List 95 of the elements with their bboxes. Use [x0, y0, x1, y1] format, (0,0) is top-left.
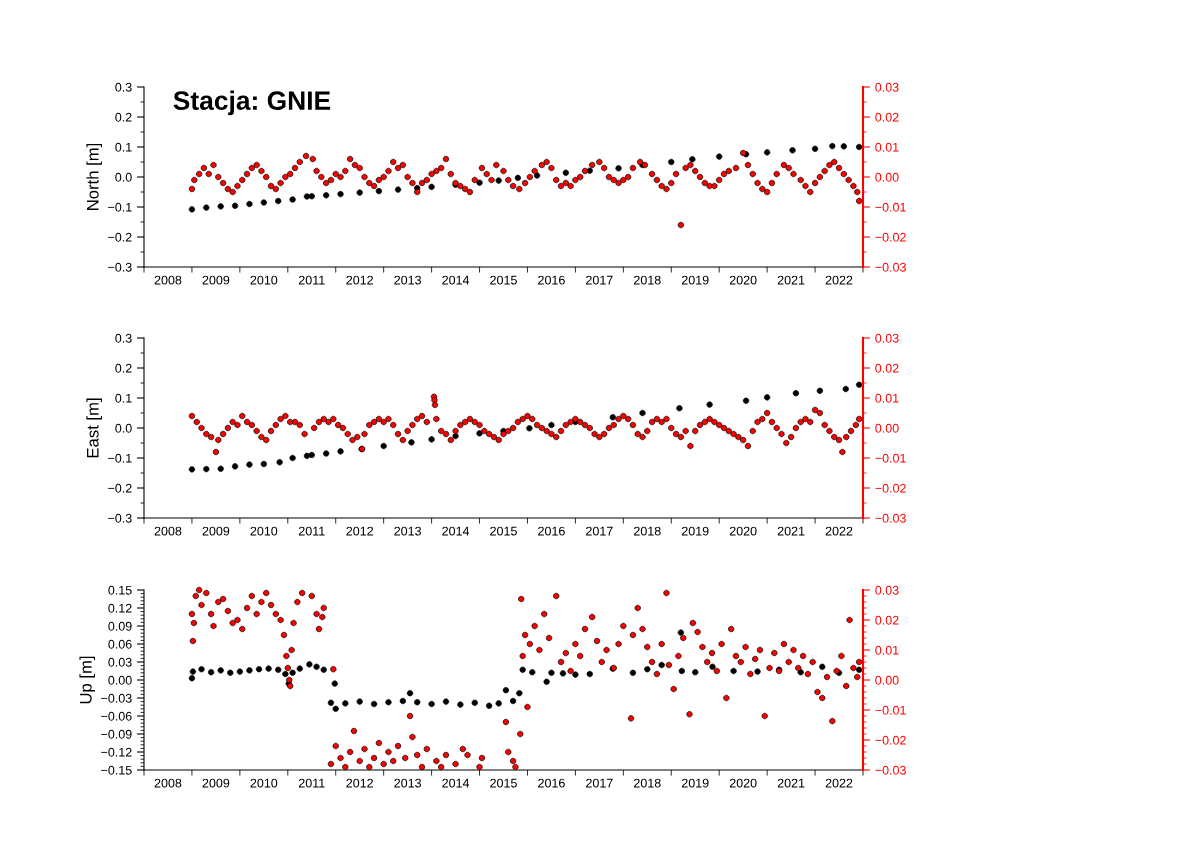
- y2-tick-label: −0.02: [875, 735, 906, 745]
- y-tick-label: 0.12: [108, 603, 132, 613]
- x-tick-label: 2013: [394, 275, 421, 285]
- y-tick-label: −0.03: [101, 693, 132, 703]
- x-tick-label: 2009: [202, 526, 230, 536]
- x-tick-label: 2014: [442, 526, 470, 536]
- y-axis-title: Up [m]: [79, 656, 96, 704]
- y-tick-label: 0.09: [108, 621, 132, 631]
- x-tick-label: 2013: [394, 778, 421, 788]
- y-tick-label: 0.3: [115, 333, 132, 343]
- y-tick-label: 0.0: [115, 172, 132, 182]
- x-tick-label: 2010: [250, 526, 278, 536]
- y-tick-label: −0.15: [101, 765, 132, 775]
- x-tick-label: 2020: [729, 778, 757, 788]
- x-tick-label: 2012: [346, 275, 373, 285]
- x-tick-label: 2021: [777, 275, 805, 285]
- y2-tick-label: 0.02: [875, 363, 899, 373]
- x-tick-label: 2011: [298, 526, 325, 536]
- x-tick-label: 2010: [250, 778, 278, 788]
- y2-tick-label: 0.00: [875, 172, 899, 182]
- x-tick-label: 2008: [154, 275, 182, 285]
- y-tick-label: −0.1: [108, 202, 132, 212]
- y-tick-label: 0.3: [115, 82, 132, 92]
- x-tick-label: 2017: [586, 526, 613, 536]
- x-tick-label: 2021: [777, 526, 805, 536]
- y-tick-label: 0.0: [115, 423, 132, 433]
- y2-tick-label: −0.01: [875, 202, 906, 212]
- y2-tick-label: −0.03: [875, 765, 906, 775]
- y2-tick-label: −0.03: [875, 262, 906, 272]
- x-tick-label: 2015: [490, 778, 517, 788]
- x-tick-label: 2014: [442, 778, 470, 788]
- y-tick-label: −0.09: [101, 729, 132, 739]
- x-tick-label: 2019: [681, 275, 709, 285]
- y2-tick-label: −0.02: [875, 483, 906, 493]
- y-tick-label: 0.00: [108, 675, 132, 685]
- x-tick-label: 2008: [154, 526, 182, 536]
- x-tick-label: 2012: [346, 778, 373, 788]
- y2-tick-label: −0.01: [875, 705, 906, 715]
- x-tick-label: 2008: [154, 778, 182, 788]
- y-axis-title: North [m]: [86, 143, 102, 210]
- y2-tick-label: 0.01: [875, 393, 899, 403]
- x-tick-label: 2022: [825, 275, 853, 285]
- y-tick-label: 0.06: [108, 639, 132, 649]
- x-tick-label: 2022: [825, 526, 853, 536]
- x-tick-label: 2016: [538, 275, 565, 285]
- y-tick-label: −0.2: [108, 232, 132, 242]
- y-tick-label: −0.12: [101, 747, 132, 757]
- y-tick-label: 0.2: [115, 363, 132, 373]
- y-axis-title: East [m]: [86, 398, 102, 458]
- y2-tick-label: 0.00: [875, 423, 899, 433]
- y2-tick-label: 0.01: [875, 645, 899, 655]
- x-tick-label: 2016: [538, 778, 565, 788]
- chart-title: Stacja: GNIE: [173, 90, 331, 116]
- x-tick-label: 2010: [250, 275, 278, 285]
- x-tick-label: 2011: [298, 275, 325, 285]
- y-tick-label: −0.3: [108, 262, 132, 272]
- x-tick-label: 2018: [634, 778, 661, 788]
- x-tick-label: 2020: [729, 526, 757, 536]
- x-tick-label: 2017: [586, 778, 613, 788]
- y-tick-label: 0.03: [108, 657, 132, 667]
- y-tick-label: 0.15: [108, 585, 132, 595]
- x-tick-label: 2012: [346, 526, 373, 536]
- y2-tick-label: 0.03: [875, 585, 899, 595]
- x-tick-label: 2020: [729, 275, 757, 285]
- y-tick-label: −0.06: [101, 711, 132, 721]
- y2-tick-label: −0.02: [875, 232, 906, 242]
- x-tick-label: 2017: [586, 275, 613, 285]
- x-tick-label: 2016: [538, 526, 565, 536]
- x-tick-label: 2018: [634, 526, 661, 536]
- x-tick-label: 2019: [681, 526, 709, 536]
- x-tick-label: 2022: [825, 778, 853, 788]
- y2-tick-label: 0.02: [875, 112, 899, 122]
- x-tick-label: 2009: [202, 275, 230, 285]
- x-tick-label: 2018: [634, 275, 661, 285]
- y-tick-label: −0.1: [108, 453, 132, 463]
- y-tick-label: −0.3: [108, 513, 132, 523]
- y2-tick-label: 0.03: [875, 333, 899, 343]
- x-tick-label: 2009: [202, 778, 230, 788]
- y-tick-label: 0.2: [115, 112, 132, 122]
- y2-tick-label: 0.03: [875, 82, 899, 92]
- x-tick-label: 2015: [490, 275, 517, 285]
- x-tick-label: 2019: [681, 778, 709, 788]
- y2-tick-label: −0.03: [875, 513, 906, 523]
- y2-tick-label: −0.01: [875, 453, 906, 463]
- x-tick-label: 2021: [777, 778, 805, 788]
- y2-tick-label: 0.02: [875, 615, 899, 625]
- y-tick-label: −0.2: [108, 483, 132, 493]
- y2-tick-label: 0.01: [875, 142, 899, 152]
- x-tick-label: 2014: [442, 275, 470, 285]
- x-tick-label: 2015: [490, 526, 517, 536]
- y2-tick-label: 0.00: [875, 675, 899, 685]
- x-tick-label: 2011: [298, 778, 325, 788]
- y-tick-label: 0.1: [115, 393, 132, 403]
- y-tick-label: 0.1: [115, 142, 132, 152]
- x-tick-label: 2013: [394, 526, 421, 536]
